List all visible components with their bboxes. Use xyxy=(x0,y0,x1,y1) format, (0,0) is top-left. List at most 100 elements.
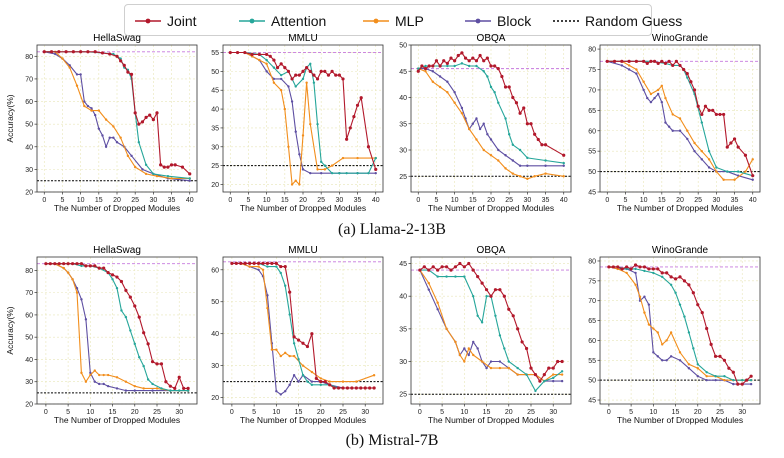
legend-label: Random Guess xyxy=(585,13,683,29)
plot-frame xyxy=(36,256,198,405)
data-point-block xyxy=(83,100,86,103)
panel-title: WinoGrande xyxy=(652,33,709,44)
x-tick-label: 5 xyxy=(435,197,439,204)
data-point-block xyxy=(284,390,287,393)
data-point-mlp xyxy=(498,366,502,370)
data-point-mlp xyxy=(310,370,314,374)
y-tick-label: 30 xyxy=(25,167,33,174)
x-tick-label: 40 xyxy=(186,197,194,204)
y-tick-label: 50 xyxy=(399,43,407,50)
data-point-mlp xyxy=(102,373,105,377)
data-point-joint xyxy=(722,112,726,117)
data-point-joint xyxy=(272,58,276,62)
data-point-joint xyxy=(431,64,435,68)
data-point-mlp xyxy=(638,295,642,298)
data-point-attention xyxy=(486,75,489,78)
data-point-joint xyxy=(471,268,475,272)
x-tick-label: 30 xyxy=(361,409,369,416)
y-tick-label: 60 xyxy=(25,312,33,319)
data-point-joint xyxy=(485,56,489,60)
data-point-mlp xyxy=(97,109,101,112)
x-tick-label: 0 xyxy=(605,197,609,204)
data-point-block xyxy=(130,154,133,158)
data-point-attention xyxy=(511,143,515,146)
data-point-mlp xyxy=(472,353,475,357)
data-point-joint xyxy=(551,366,555,370)
data-point-block xyxy=(427,288,430,291)
x-axis-label: The Number of Dropped Modules xyxy=(428,203,554,213)
data-point-joint xyxy=(511,314,515,318)
y-tick-label: 55 xyxy=(211,50,219,57)
data-point-mlp xyxy=(124,380,128,383)
data-point-block xyxy=(664,121,667,124)
y-tick-label: 75 xyxy=(588,67,596,74)
data-point-attention xyxy=(279,271,282,275)
y-tick-label: 35 xyxy=(211,125,219,132)
data-point-block xyxy=(649,100,653,104)
data-point-mlp xyxy=(133,384,136,388)
data-point-joint xyxy=(633,263,638,267)
data-point-attention xyxy=(634,267,637,271)
data-point-attention xyxy=(188,177,191,180)
data-point-joint xyxy=(352,115,356,119)
data-point-mlp xyxy=(504,167,507,170)
data-point-mlp xyxy=(552,373,555,376)
data-point-mlp xyxy=(678,117,682,120)
data-point-joint xyxy=(235,50,240,55)
data-point-attention xyxy=(736,170,740,173)
data-point-attention xyxy=(669,283,673,287)
caption-mistral: (b) Mistral-7B xyxy=(345,432,439,449)
panel-title: MMLU xyxy=(288,33,317,44)
data-point-joint xyxy=(177,375,181,379)
data-point-attention xyxy=(186,389,190,392)
data-point-mlp xyxy=(133,165,137,169)
data-point-joint xyxy=(140,120,145,124)
data-point-joint xyxy=(500,74,504,79)
data-point-attention xyxy=(749,378,753,382)
y-tick-label: 80 xyxy=(588,47,596,54)
data-point-joint xyxy=(345,137,349,141)
data-point-joint xyxy=(493,64,497,68)
data-point-joint xyxy=(700,311,704,315)
data-point-joint xyxy=(722,358,727,362)
x-tick-label: 35 xyxy=(731,197,739,204)
data-point-mlp xyxy=(438,85,442,89)
y-tick-label: 30 xyxy=(399,359,407,366)
data-point-mlp xyxy=(723,378,726,382)
data-point-joint xyxy=(159,163,163,167)
data-point-joint xyxy=(533,373,538,377)
data-point-mlp xyxy=(115,376,119,379)
series-line-mlp xyxy=(419,269,563,382)
data-point-block xyxy=(504,154,507,157)
data-point-joint xyxy=(418,268,422,272)
data-point-joint xyxy=(442,59,446,63)
data-point-attention xyxy=(715,166,718,169)
y-tick-label: 70 xyxy=(25,290,33,297)
x-tick-label: 10 xyxy=(451,197,459,204)
data-point-attention xyxy=(696,363,699,366)
data-point-block xyxy=(489,360,493,363)
data-point-mlp xyxy=(248,265,251,268)
data-point-joint xyxy=(93,50,97,54)
data-point-block xyxy=(478,127,482,131)
data-point-joint xyxy=(155,362,159,366)
data-point-joint xyxy=(460,51,464,55)
data-point-mlp xyxy=(66,271,70,274)
data-point-attention xyxy=(498,334,502,337)
data-point-joint xyxy=(108,52,112,56)
y-tick-label: 20 xyxy=(211,395,219,402)
data-point-block xyxy=(93,380,96,383)
data-point-attention xyxy=(683,315,686,318)
x-tick-label: 10 xyxy=(263,197,271,204)
data-point-attention xyxy=(707,149,711,153)
y-tick-label: 50 xyxy=(211,69,219,76)
data-point-block xyxy=(489,138,493,141)
data-point-joint xyxy=(736,382,740,386)
data-point-attention xyxy=(316,122,319,126)
y-tick-label: 45 xyxy=(399,261,407,268)
data-point-mlp xyxy=(634,283,637,287)
data-point-joint xyxy=(482,59,486,63)
data-point-block xyxy=(643,295,646,298)
data-point-joint xyxy=(709,342,713,347)
data-point-attention xyxy=(460,62,464,65)
